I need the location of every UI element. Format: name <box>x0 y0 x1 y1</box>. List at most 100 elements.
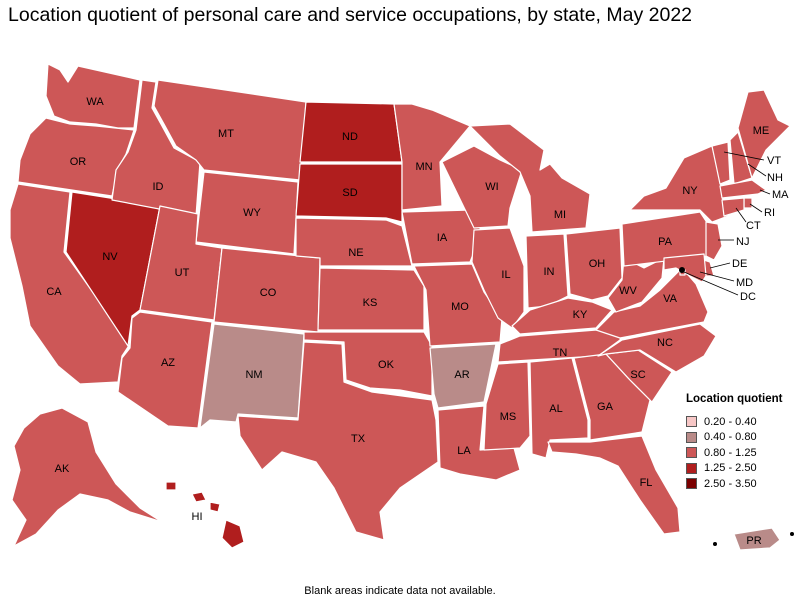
label-MD: MD <box>736 277 753 289</box>
state-MA[interactable] <box>719 179 767 199</box>
state-MO[interactable] <box>413 263 503 347</box>
label-SC: SC <box>630 369 645 381</box>
label-KS: KS <box>363 297 378 309</box>
label-AR: AR <box>454 369 469 381</box>
label-CO: CO <box>260 287 277 299</box>
state-LA[interactable] <box>437 405 521 481</box>
state-PR[interactable] <box>733 527 781 551</box>
leader-NH <box>747 163 767 177</box>
legend-swatch <box>686 447 697 459</box>
label-KY: KY <box>573 309 588 321</box>
leader-DC <box>683 271 739 296</box>
state-ME[interactable] <box>737 89 791 179</box>
state-OH[interactable] <box>565 227 623 301</box>
label-WV: WV <box>619 285 637 297</box>
legend-item: 1.25 - 2.50 <box>686 461 796 477</box>
label-CT: CT <box>746 220 761 232</box>
leader-DE <box>709 262 731 269</box>
label-WA: WA <box>86 96 104 108</box>
legend-label: 0.40 - 0.80 <box>704 431 757 444</box>
state-RI[interactable] <box>743 197 753 209</box>
state-OK[interactable] <box>303 331 433 397</box>
state-WY[interactable] <box>195 171 299 255</box>
label-IN: IN <box>544 266 555 278</box>
map-title: Location quotient of personal care and s… <box>8 4 693 26</box>
legend-title: Location quotient <box>686 393 783 405</box>
state-SD[interactable] <box>295 163 403 223</box>
label-IA: IA <box>437 232 448 244</box>
label-MS: MS <box>500 411 517 423</box>
label-PA: PA <box>658 236 673 248</box>
state-CT[interactable] <box>721 197 745 217</box>
state-NJ[interactable] <box>705 221 723 261</box>
label-OH: OH <box>589 258 606 270</box>
state-NY[interactable] <box>629 145 729 223</box>
island-dot <box>790 532 794 536</box>
state-ID[interactable] <box>111 79 201 217</box>
state-MD[interactable] <box>663 253 707 283</box>
state-HI[interactable] <box>165 481 245 549</box>
leader-MD <box>699 271 735 282</box>
state-NC[interactable] <box>597 323 717 373</box>
legend-item: 2.50 - 3.50 <box>686 476 796 492</box>
state-MS[interactable] <box>483 361 531 451</box>
leader-VT <box>723 151 765 161</box>
footnote: Blank areas indicate data not available. <box>304 585 496 597</box>
label-ND: ND <box>342 131 358 143</box>
state-TX[interactable] <box>237 341 439 541</box>
label-PR: PR <box>746 535 761 547</box>
label-IL: IL <box>501 269 510 281</box>
label-WY: WY <box>243 207 261 219</box>
label-LA: LA <box>457 445 471 457</box>
leader-RI <box>749 203 763 213</box>
label-MA: MA <box>772 189 789 201</box>
state-MI[interactable] <box>469 123 591 233</box>
state-AK[interactable] <box>11 407 163 547</box>
state-AL[interactable] <box>529 357 589 459</box>
label-DC: DC <box>740 291 756 303</box>
label-NE: NE <box>348 247 363 259</box>
label-SD: SD <box>342 187 357 199</box>
label-AK: AK <box>55 463 70 475</box>
label-ID: ID <box>153 181 164 193</box>
legend-swatch <box>686 431 697 443</box>
label-AZ: AZ <box>161 357 175 369</box>
state-TN[interactable] <box>497 327 623 363</box>
state-AR[interactable] <box>429 343 497 409</box>
label-OR: OR <box>70 156 87 168</box>
legend-item: 0.40 - 0.80 <box>686 430 796 446</box>
label-ME: ME <box>753 125 770 137</box>
state-KY[interactable] <box>511 297 613 335</box>
label-NC: NC <box>657 337 673 349</box>
legend-label: 0.20 - 0.40 <box>704 415 757 428</box>
dc-marker <box>679 267 685 273</box>
legend-swatch <box>686 462 697 474</box>
legend: Location quotient 0.20 - 0.40 0.40 - 0.8… <box>686 393 796 492</box>
state-WI[interactable] <box>441 145 523 229</box>
label-NV: NV <box>102 251 118 263</box>
label-MN: MN <box>415 161 432 173</box>
state-MN[interactable] <box>393 103 471 211</box>
label-VA: VA <box>663 293 678 305</box>
legend-label: 2.50 - 3.50 <box>704 477 757 490</box>
state-IL[interactable] <box>471 227 525 329</box>
label-UT: UT <box>175 267 190 279</box>
label-HI: HI <box>192 511 203 523</box>
state-CA[interactable] <box>9 183 131 385</box>
label-NH: NH <box>767 172 783 184</box>
legend-swatch <box>686 478 697 490</box>
state-FL[interactable] <box>547 435 681 535</box>
label-RI: RI <box>764 207 775 219</box>
leader-MA <box>759 189 771 195</box>
state-WA[interactable] <box>45 63 141 129</box>
state-KS[interactable] <box>317 267 425 331</box>
label-OK: OK <box>378 359 395 371</box>
label-CA: CA <box>46 286 62 298</box>
label-FL: FL <box>640 477 653 489</box>
legend-label: 1.25 - 2.50 <box>704 462 757 475</box>
state-AZ[interactable] <box>117 311 213 429</box>
label-GA: GA <box>597 401 614 413</box>
state-NE[interactable] <box>295 217 413 267</box>
label-AL: AL <box>549 403 562 415</box>
